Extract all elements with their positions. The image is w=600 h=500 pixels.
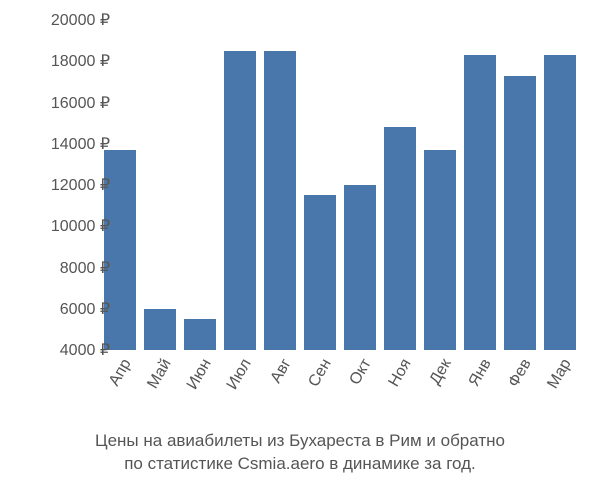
price-chart: 4000 ₽ 6000 ₽ 8000 ₽ 10000 ₽ 12000 ₽ 14000 ₽ 1… — [0, 0, 600, 500]
bar-slot — [300, 20, 340, 350]
x-tick-label: Май — [144, 356, 175, 392]
bar — [184, 319, 215, 350]
caption-line-2: по статистике Csmia.aero в динамике за г… — [124, 454, 476, 473]
x-tick-label: Мар — [544, 356, 575, 392]
x-label-slot: Мар — [540, 356, 580, 416]
x-tick-label: Июн — [184, 356, 216, 393]
bar-slot — [340, 20, 380, 350]
bar-slot — [140, 20, 180, 350]
x-tick-label: Июл — [224, 356, 256, 393]
bar-slot — [260, 20, 300, 350]
x-axis: Апр Май ИюнИюл Авг Сен Окт Ноя Дек Янв Фев Мар — [100, 356, 580, 416]
plot-area — [100, 20, 580, 350]
y-tick-label: 12000 ₽ — [20, 175, 110, 195]
y-tick-label: 6000 ₽ — [20, 299, 110, 319]
bar — [304, 195, 335, 350]
bar-slot — [500, 20, 540, 350]
y-tick-label: 14000 ₽ — [20, 134, 110, 154]
y-tick-label: 16000 ₽ — [20, 93, 110, 113]
y-tick-label: 8000 ₽ — [20, 258, 110, 278]
x-label-slot: Июн — [180, 356, 220, 416]
bar — [344, 185, 375, 350]
y-tick-label: 4000 ₽ — [20, 340, 110, 360]
x-tick-label: Ноя — [385, 356, 415, 390]
bar-slot — [540, 20, 580, 350]
bar — [504, 76, 535, 350]
y-tick-label: 18000 ₽ — [20, 51, 110, 71]
x-label-slot: Фев — [500, 356, 540, 416]
x-label-slot: Авг — [260, 356, 300, 416]
bar — [144, 309, 175, 350]
x-label-slot: Ноя — [380, 356, 420, 416]
y-tick-label: 10000 ₽ — [20, 216, 110, 236]
bars-container — [100, 20, 580, 350]
x-tick-label: Сен — [305, 356, 335, 390]
y-tick-label: 20000 ₽ — [20, 10, 110, 30]
x-tick-label: Авг — [267, 356, 295, 387]
x-label-slot: Окт — [340, 356, 380, 416]
bar-slot — [180, 20, 220, 350]
caption-line-1: Цены на авиабилеты из Бухареста в Рим и … — [95, 431, 505, 450]
bar-slot — [420, 20, 460, 350]
bar — [544, 55, 575, 350]
bar — [224, 51, 255, 350]
bar — [464, 55, 495, 350]
bar-slot — [220, 20, 260, 350]
x-label-slot: Янв — [460, 356, 500, 416]
x-tick-label: Дек — [427, 356, 456, 388]
x-tick-label: Фев — [505, 356, 535, 391]
bar — [384, 127, 415, 350]
x-label-slot: Сен — [300, 356, 340, 416]
bar — [424, 150, 455, 350]
x-tick-label: Окт — [347, 356, 376, 388]
x-label-slot: Апр — [100, 356, 140, 416]
x-label-slot: Дек — [420, 356, 460, 416]
x-tick-label: Апр — [106, 356, 136, 389]
x-label-slot: Июл — [220, 356, 260, 416]
bar-slot — [460, 20, 500, 350]
bar — [264, 51, 295, 350]
bar-slot — [380, 20, 420, 350]
x-tick-label: Янв — [466, 356, 496, 390]
chart-caption: Цены на авиабилеты из Бухареста в Рим и … — [0, 430, 600, 476]
x-label-slot: Май — [140, 356, 180, 416]
